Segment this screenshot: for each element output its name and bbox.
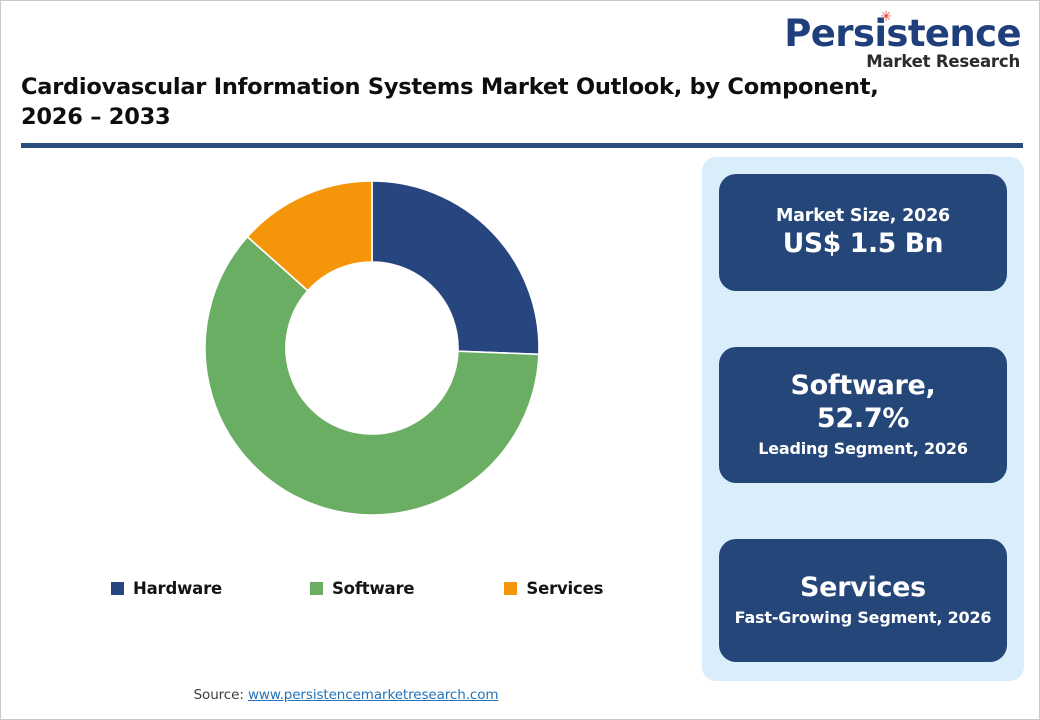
donut-slice-software[interactable] — [205, 235, 539, 515]
page-title-text: Cardiovascular Information Systems Marke… — [21, 74, 879, 130]
stat-card-fast-growing-segment-name: Services — [800, 572, 926, 603]
stat-card-fast-growing-segment-caption: Fast-Growing Segment, 2026 — [734, 608, 992, 628]
legend-label-hardware: Hardware — [133, 579, 222, 598]
stat-card-leading-segment-name: Software, — [790, 370, 936, 402]
brand-logo: Persistence ✳ Market Research — [784, 9, 1021, 71]
donut-chart-svg — [205, 181, 539, 515]
legend-swatch-hardware — [111, 582, 124, 595]
source-prefix: Source: — [193, 687, 248, 703]
stat-card-fast-growing-segment: Services Fast-Growing Segment, 2026 — [719, 539, 1007, 662]
chart-area: Hardware Software Services — [1, 151, 701, 651]
logo-wordmark-text: Persistence — [784, 12, 1021, 55]
title-divider — [21, 143, 1023, 148]
legend-label-services: Services — [526, 579, 604, 598]
logo-star-icon: ✳ — [880, 9, 892, 25]
logo-tagline: Market Research — [866, 52, 1020, 71]
chart-legend: Hardware Software Services — [111, 579, 631, 598]
legend-label-software: Software — [332, 579, 415, 598]
legend-swatch-software — [310, 582, 323, 595]
stat-card-leading-segment-caption: Leading Segment, 2026 — [758, 439, 968, 459]
donut-slice-services[interactable] — [246, 181, 373, 292]
legend-item-software[interactable]: Software — [310, 579, 415, 598]
stats-panel: Market Size, 2026 US$ 1.5 Bn Software, 5… — [702, 157, 1024, 681]
stat-card-leading-segment: Software, 52.7% Leading Segment, 2026 — [719, 347, 1007, 483]
stat-card-market-size-value: US$ 1.5 Bn — [782, 227, 944, 259]
stat-card-market-size-label: Market Size, 2026 — [775, 205, 951, 226]
legend-item-services[interactable]: Services — [504, 579, 603, 598]
stat-card-leading-segment-value: 52.7% — [816, 402, 910, 434]
source-line: Source: www.persistencemarketresearch.co… — [1, 687, 691, 703]
page-title: Cardiovascular Information Systems Marke… — [21, 73, 941, 133]
stat-card-market-size: Market Size, 2026 US$ 1.5 Bn — [719, 174, 1007, 291]
logo-wordmark: Persistence ✳ — [784, 9, 1021, 55]
donut-slice-hardware[interactable] — [371, 181, 539, 356]
donut-chart — [205, 181, 539, 515]
legend-swatch-services — [504, 582, 518, 595]
source-link[interactable]: www.persistencemarketresearch.com — [247, 687, 499, 703]
legend-item-hardware[interactable]: Hardware — [111, 579, 222, 598]
